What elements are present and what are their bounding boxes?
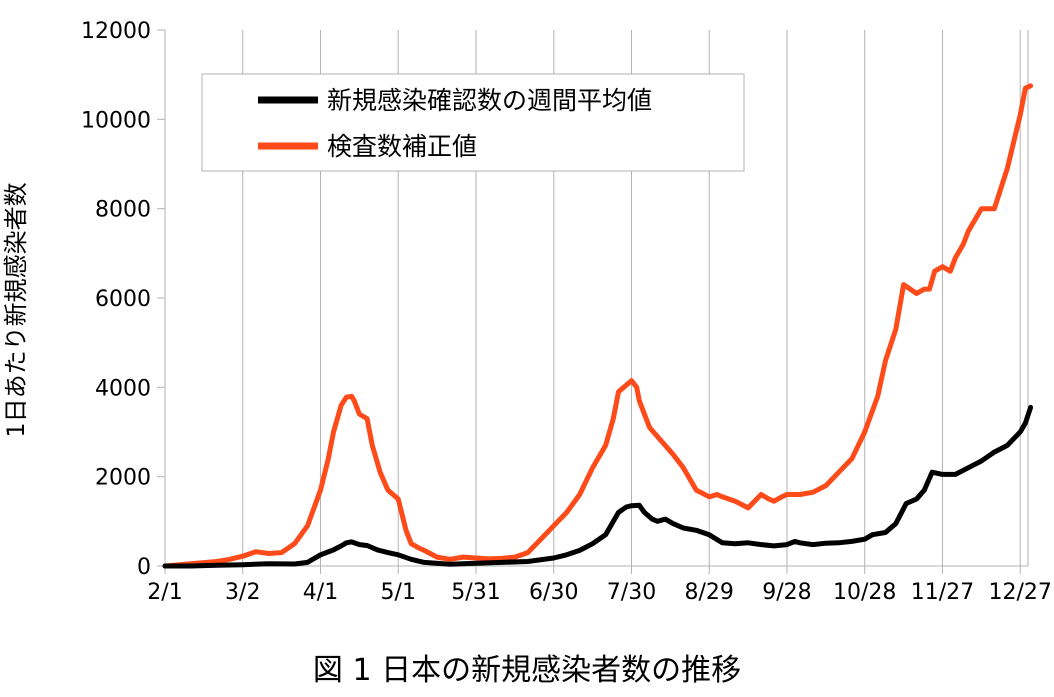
y-axis-ticks: 0 2000 4000 6000 8000 10000 12000 <box>81 19 165 580</box>
x-tick-label-0: 2/1 <box>147 580 182 605</box>
series-line-adjusted <box>162 83 1034 569</box>
legend-label-adjusted: 検査数補正値 <box>327 132 477 161</box>
x-tick-label-1: 3/2 <box>225 580 260 605</box>
x-axis-ticks: 2/1 3/2 4/1 5/1 5/31 6/30 7/30 8/29 9/28 10/28 11/… <box>147 566 1052 605</box>
series-line-confirmed <box>162 404 1034 569</box>
line-chart: 0 2000 4000 6000 8000 10000 12000 2/1 3/2 4/1 5/1… <box>2 19 1052 605</box>
x-tick-label-10: 11/27 <box>911 580 974 605</box>
x-tick-label-7: 8/29 <box>685 580 734 605</box>
x-tick-label-2: 4/1 <box>303 580 338 605</box>
series-lines <box>162 83 1034 569</box>
y-tick-label-4: 8000 <box>95 198 151 223</box>
x-tick-label-6: 7/30 <box>607 580 656 605</box>
x-tick-label-3: 5/1 <box>381 580 416 605</box>
figure-caption: 図 1 日本の新規感染者数の推移 <box>312 653 742 688</box>
y-tick-label-2: 4000 <box>95 376 151 401</box>
y-tick-label-5: 10000 <box>81 108 151 133</box>
x-tick-label-5: 6/30 <box>529 580 578 605</box>
x-tick-label-9: 10/28 <box>833 580 896 605</box>
legend-label-confirmed: 新規感染確認数の週間平均値 <box>327 86 652 115</box>
legend-box <box>201 73 745 172</box>
y-tick-label-0: 0 <box>137 555 151 580</box>
y-tick-label-3: 6000 <box>95 287 151 312</box>
legend: 新規感染確認数の週間平均値 検査数補正値 <box>201 73 745 172</box>
x-tick-label-11: 12/27 <box>989 580 1052 605</box>
x-tick-label-4: 5/31 <box>451 580 500 605</box>
x-tick-label-8: 9/28 <box>762 580 811 605</box>
y-tick-label-6: 12000 <box>81 19 151 44</box>
y-axis-label: 1日あたり新規感染者数 <box>2 182 30 437</box>
y-tick-label-1: 2000 <box>95 466 151 491</box>
